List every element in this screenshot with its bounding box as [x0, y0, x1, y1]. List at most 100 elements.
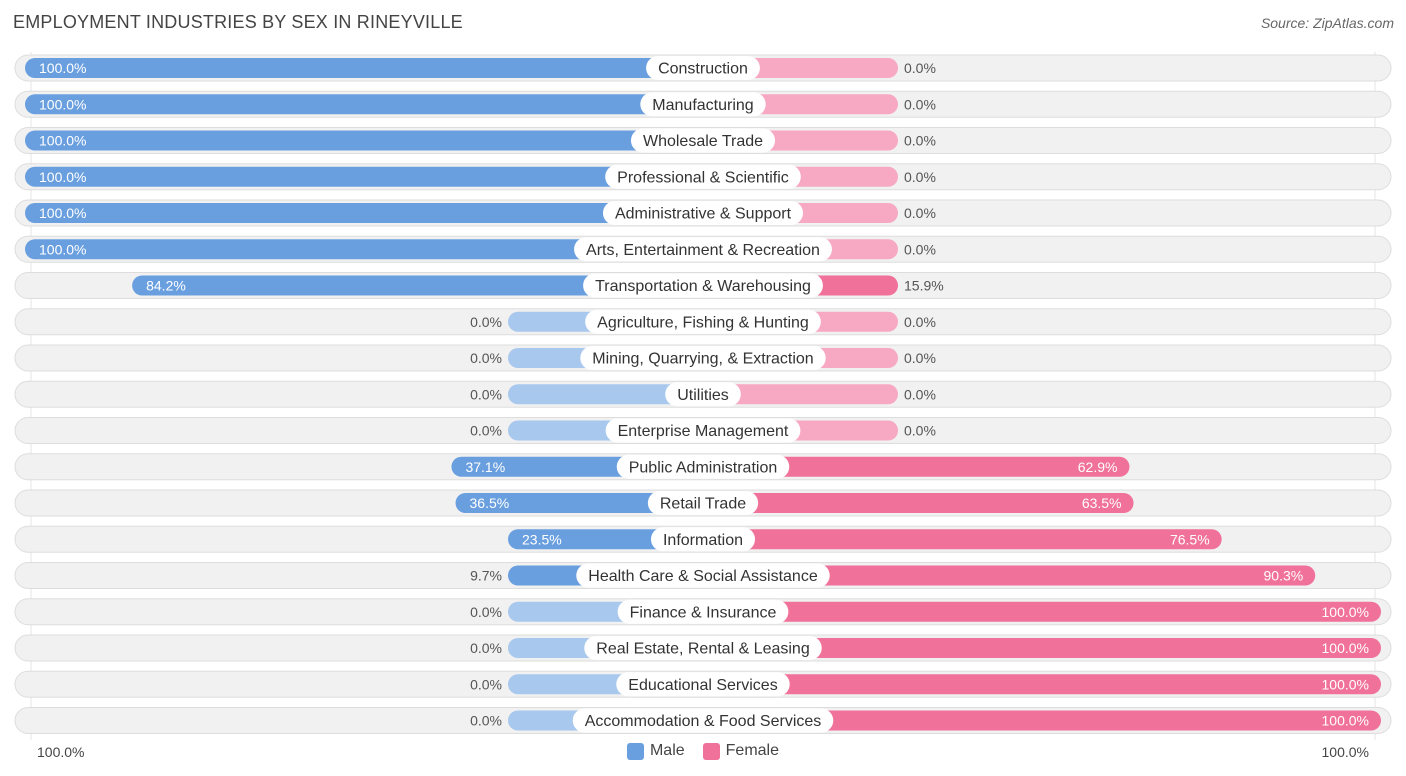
value-label-female: 100.0% — [1322, 676, 1369, 692]
source-credit: Source: ZipAtlas.com — [1260, 15, 1394, 31]
value-label-male: 100.0% — [39, 241, 86, 257]
category-label: Arts, Entertainment & Recreation — [586, 242, 820, 259]
category-label: Educational Services — [628, 677, 777, 694]
value-label-female: 0.0% — [904, 423, 936, 439]
value-label-female: 100.0% — [1322, 604, 1369, 620]
category-label-pill — [574, 237, 832, 262]
diverging-bar-chart: 100.0% 0.0% Construction 100.0% 0.0% Manufact… — [14, 52, 1392, 740]
category-label: Retail Trade — [660, 496, 746, 513]
value-label-male: 36.5% — [470, 495, 510, 511]
value-label-female: 100.0% — [1322, 640, 1369, 656]
legend-swatch-female — [702, 742, 720, 760]
value-label-male: 100.0% — [39, 60, 86, 76]
value-label-female: 0.0% — [904, 241, 936, 257]
category-label-pill — [616, 672, 790, 697]
value-label-male: 37.1% — [465, 459, 505, 475]
category-label: Transportation & Warehousing — [595, 278, 811, 295]
value-label-male: 0.0% — [470, 314, 502, 330]
value-label-male: 100.0% — [39, 205, 86, 221]
category-label-pill — [585, 309, 821, 334]
bar-female — [703, 384, 898, 405]
category-label: Manufacturing — [652, 97, 753, 114]
value-label-female: 90.3% — [1264, 568, 1304, 584]
bar-female — [703, 710, 1381, 731]
category-label: Information — [663, 532, 743, 549]
value-label-female: 76.5% — [1170, 531, 1210, 547]
category-label-pill — [583, 273, 823, 298]
value-label-male: 84.2% — [146, 278, 186, 294]
category-label: Health Care & Social Assistance — [588, 568, 818, 585]
bar-male — [25, 58, 703, 78]
value-label-male: 23.5% — [522, 531, 562, 547]
legend-item-male: Male — [626, 742, 685, 760]
category-label-pill — [584, 636, 822, 660]
value-label-male: 0.0% — [470, 604, 502, 620]
value-label-male: 0.0% — [470, 640, 502, 656]
legend-label-male: Male — [649, 742, 685, 759]
category-label-pill — [616, 454, 790, 479]
bar-male — [132, 275, 703, 296]
category-label: Finance & Insurance — [630, 604, 777, 621]
category-label-pill — [617, 599, 789, 624]
value-label-male: 0.0% — [470, 350, 502, 366]
bar-female — [703, 674, 1381, 695]
category-label: Accommodation & Food Services — [585, 713, 822, 730]
value-label-male: 0.0% — [470, 713, 502, 729]
category-label-pill — [576, 563, 830, 588]
category-label: Agriculture, Fishing & Hunting — [597, 314, 809, 331]
category-label-pill — [605, 164, 801, 189]
category-label-pill — [647, 491, 759, 515]
axis-label-left: 100.0% — [37, 744, 85, 760]
category-label-pill — [646, 56, 760, 80]
bar-female — [703, 638, 1381, 658]
value-label-female: 0.0% — [904, 169, 936, 185]
category-label-pill — [665, 382, 741, 407]
legend-label-female: Female — [725, 742, 780, 759]
value-label-female: 0.0% — [904, 60, 936, 76]
value-label-male: 100.0% — [39, 96, 86, 112]
legend: Male Female — [0, 742, 1406, 760]
category-label: Construction — [658, 61, 748, 78]
value-label-female: 0.0% — [904, 386, 936, 402]
value-label-male: 0.0% — [470, 423, 502, 439]
category-label-pill — [640, 92, 766, 117]
category-label: Administrative & Support — [615, 206, 792, 223]
bar-female — [703, 529, 1222, 550]
value-label-female: 0.0% — [904, 205, 936, 221]
chart-title: EMPLOYMENT INDUSTRIES BY SEX IN RINEYVIL… — [13, 12, 463, 32]
value-label-female: 100.0% — [1322, 713, 1369, 729]
value-label-female: 0.0% — [904, 133, 936, 149]
bar-male — [508, 384, 703, 405]
category-label-pill — [650, 527, 756, 552]
bar-male — [25, 166, 703, 187]
category-label: Wholesale Trade — [643, 133, 763, 150]
category-label-pill — [630, 128, 776, 153]
category-label: Professional & Scientific — [617, 169, 789, 186]
value-label-male: 100.0% — [39, 133, 86, 149]
category-label-pill — [602, 201, 804, 225]
category-label: Public Administration — [629, 459, 778, 476]
category-label-pill — [605, 418, 801, 443]
axis-label-right: 100.0% — [1321, 744, 1369, 760]
value-label-female: 63.5% — [1082, 495, 1122, 511]
bar-male — [25, 94, 703, 115]
legend-swatch-male — [626, 742, 644, 760]
bar-female — [703, 601, 1381, 622]
value-label-female: 0.0% — [904, 350, 936, 366]
bar-male — [455, 493, 703, 513]
value-label-male: 9.7% — [470, 568, 502, 584]
value-label-female: 62.9% — [1078, 459, 1118, 475]
category-label: Mining, Quarrying, & Extraction — [592, 351, 813, 368]
value-label-female: 0.0% — [904, 96, 936, 112]
bar-female — [703, 456, 1130, 477]
category-label: Utilities — [677, 387, 729, 404]
bar-female — [703, 493, 1134, 513]
value-label-female: 15.9% — [904, 278, 944, 294]
category-label-pill — [580, 346, 826, 370]
bar-male — [25, 130, 703, 151]
category-label: Real Estate, Rental & Leasing — [596, 641, 809, 658]
bar-male — [25, 203, 703, 223]
value-label-female: 0.0% — [904, 314, 936, 330]
bar-male — [25, 239, 703, 260]
category-label-pill — [572, 708, 834, 733]
